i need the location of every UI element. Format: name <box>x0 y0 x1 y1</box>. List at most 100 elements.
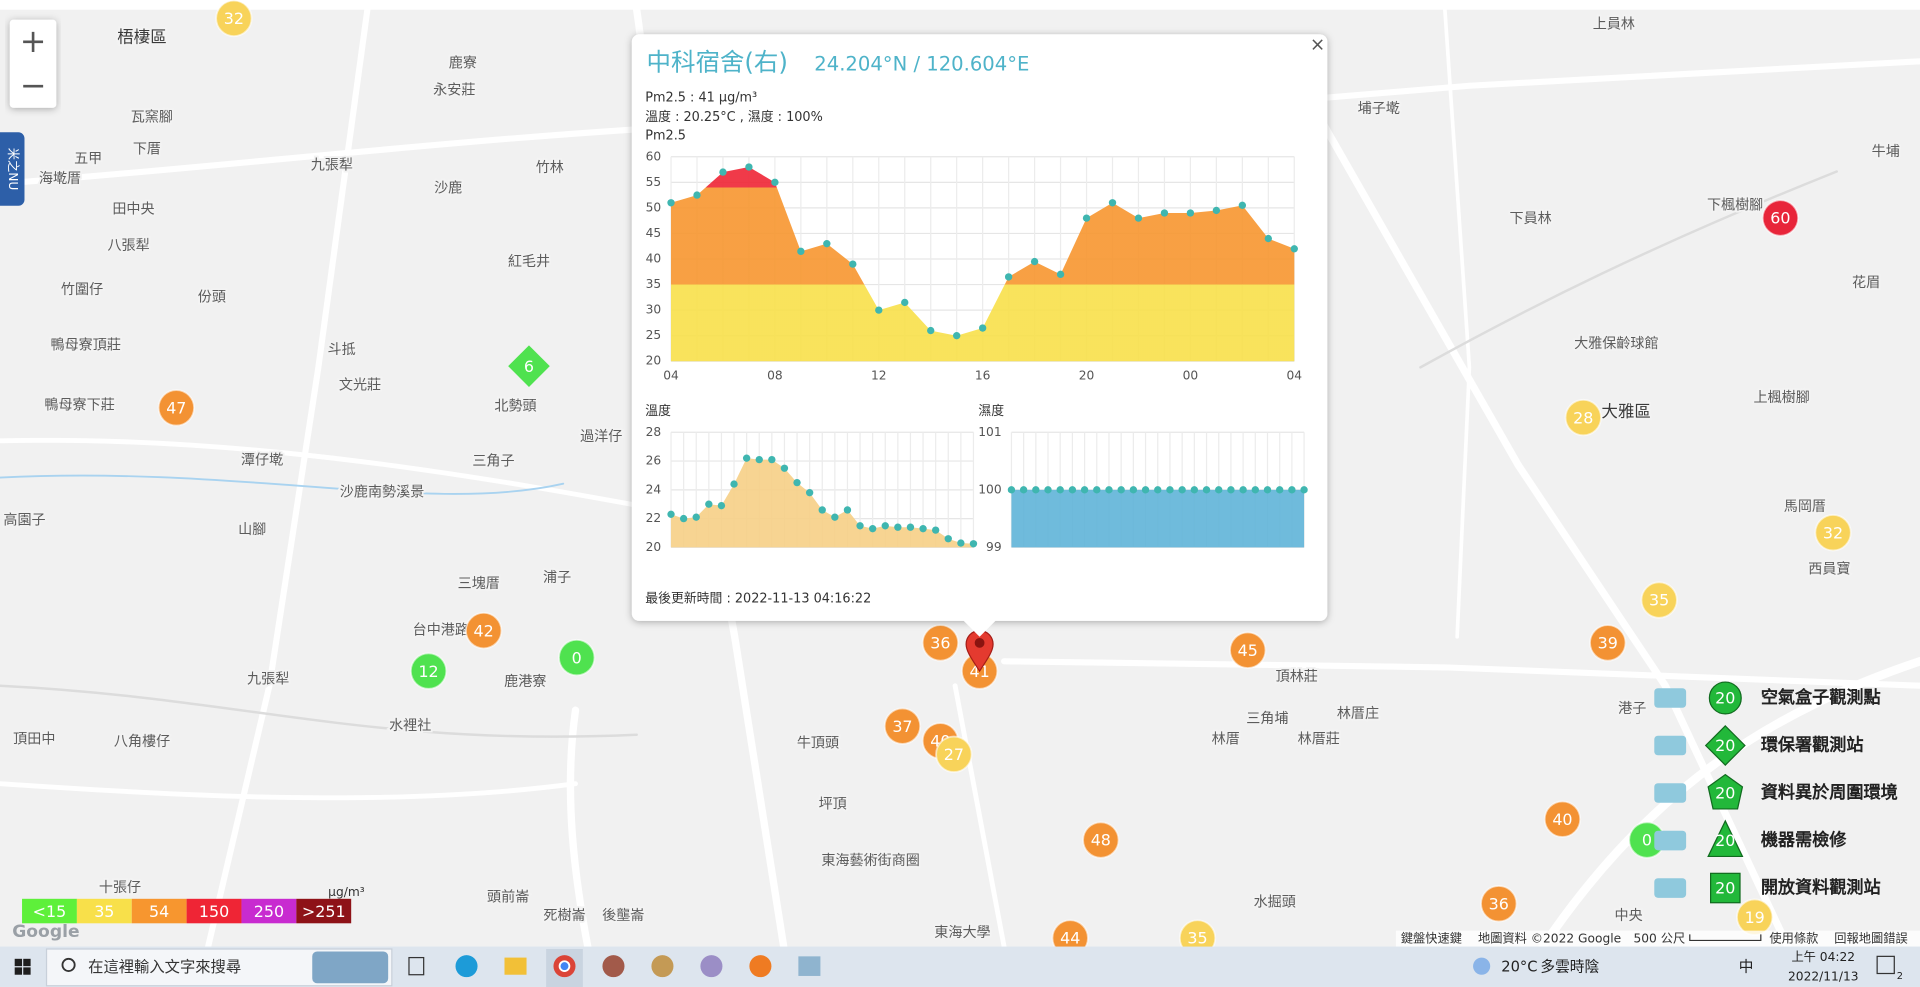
x-tick-label: 04 <box>663 368 679 382</box>
data-point <box>780 464 789 472</box>
app-icon-4[interactable] <box>749 955 772 978</box>
aq-label: 150 <box>199 902 229 921</box>
data-point <box>771 178 779 186</box>
edge-icon[interactable] <box>455 955 478 978</box>
attribution-item[interactable]: 使用條款 <box>1769 931 1818 946</box>
station-marker[interactable]: 27 <box>935 735 973 773</box>
marker-diamond <box>508 345 550 387</box>
side-tab[interactable]: 米之NU <box>0 132 25 206</box>
place-label: 斗抵 <box>328 342 356 358</box>
place-label: 過洋仔 <box>580 429 622 445</box>
attribution-item[interactable]: 回報地圖錯誤 <box>1834 931 1907 946</box>
place-label: 西員寶 <box>1808 561 1850 577</box>
place-label: 鴨母寮頂莊 <box>51 336 121 353</box>
data-point <box>1263 486 1272 494</box>
attribution-bg <box>1395 930 1920 947</box>
data-point <box>856 522 864 530</box>
station-marker[interactable]: 36 <box>1480 885 1518 923</box>
station-marker[interactable]: 40 <box>1543 800 1582 838</box>
station-marker[interactable]: 47 <box>157 389 195 427</box>
top-strip <box>0 0 1920 10</box>
app-icon-2[interactable] <box>651 955 674 978</box>
data-point <box>1030 257 1039 266</box>
station-marker[interactable]: 45 <box>1229 631 1267 669</box>
y-tick-label: 25 <box>646 328 662 342</box>
y-tick-label: 100 <box>978 482 1001 496</box>
station-marker[interactable]: 48 <box>1082 821 1120 859</box>
station-marker[interactable]: 32 <box>215 0 253 38</box>
place-label: 九張犁 <box>311 157 353 173</box>
data-point <box>1093 486 1101 494</box>
aq-label: 35 <box>94 902 114 921</box>
marker-circle <box>157 389 195 427</box>
app-icon-5[interactable] <box>798 956 821 976</box>
data-point <box>1238 201 1247 210</box>
data-point <box>1032 486 1040 494</box>
explorer-icon[interactable] <box>504 957 527 975</box>
station-marker[interactable]: 19 <box>1736 898 1774 936</box>
data-point <box>693 191 701 199</box>
marker-value: 0 <box>1642 831 1652 850</box>
chart-label: Pm2.5 <box>645 128 686 143</box>
aq-swatch <box>76 898 132 924</box>
y-tick-label: 20 <box>646 354 662 368</box>
data-point <box>1186 209 1195 217</box>
data-point <box>1056 270 1065 279</box>
marker-circle <box>1480 885 1518 923</box>
marker-value: 45 <box>1238 641 1258 660</box>
notification-icon[interactable] <box>1876 955 1895 975</box>
station-marker[interactable]: 32 <box>1814 514 1852 552</box>
zoom-out[interactable]: − <box>20 66 47 104</box>
marker-circle <box>465 611 503 650</box>
data-point <box>927 326 935 335</box>
marker-circle <box>558 638 596 677</box>
y-tick-label: 40 <box>646 252 662 266</box>
area <box>671 458 974 548</box>
app-icon-1[interactable] <box>602 955 625 978</box>
station-marker[interactable]: 60 <box>1761 199 1800 237</box>
place-label: 牛埔 <box>1872 144 1900 160</box>
station-label: 資料異於周圍環境 <box>1761 782 1898 803</box>
data-point <box>805 489 814 497</box>
place-label: 上楓樹腳 <box>1753 390 1809 406</box>
data-point <box>679 514 688 523</box>
aq-legend: μg/m³ <15 35 54 150 250 >251 <box>22 885 365 924</box>
station-marker[interactable]: 36 <box>921 624 960 662</box>
attribution-item[interactable]: 鍵盤快速鍵 <box>1401 931 1462 946</box>
app-icon-3[interactable] <box>700 955 723 978</box>
station-marker[interactable]: 0 <box>558 638 596 677</box>
station-marker[interactable]: 28 <box>1564 398 1602 437</box>
ime-indicator[interactable]: 中 <box>1739 958 1754 975</box>
task-view[interactable] <box>408 956 425 976</box>
station-badge: 20 <box>1715 736 1735 755</box>
station-marker[interactable]: 12 <box>409 652 448 690</box>
marker-value: 39 <box>1598 634 1618 653</box>
station-marker[interactable]: 35 <box>1640 581 1678 619</box>
close-button[interactable]: × <box>1310 34 1325 55</box>
x-tick-label: 00 <box>1183 368 1199 382</box>
data-point <box>1264 234 1272 243</box>
station-marker[interactable]: 37 <box>883 707 922 745</box>
side-tab-bg <box>0 132 25 206</box>
station-marker[interactable]: 42 <box>465 611 503 650</box>
start-button[interactable] <box>14 958 31 975</box>
data-point <box>1276 486 1284 494</box>
marker-circle <box>1082 821 1120 859</box>
station-marker[interactable]: 6 <box>508 345 550 387</box>
search-highlight <box>312 951 389 984</box>
station-label: 機器需檢修 <box>1761 830 1847 851</box>
place-label: 中央 <box>1614 908 1642 924</box>
search-icon <box>61 957 76 972</box>
place-label: 三角子 <box>472 454 514 470</box>
x-tick-label: 16 <box>975 368 991 382</box>
data-point <box>1134 214 1143 222</box>
clock-date: 2022/11/13 <box>1788 970 1859 984</box>
station-badge-shape <box>1710 872 1741 904</box>
data-point <box>717 501 726 510</box>
place-label: 死樹崙 <box>543 908 585 924</box>
station-marker[interactable]: 39 <box>1589 624 1627 662</box>
data-point <box>1290 245 1298 253</box>
data-point <box>881 522 889 530</box>
zoom-in[interactable]: + <box>20 22 47 60</box>
marker-value: 40 <box>1552 810 1572 829</box>
